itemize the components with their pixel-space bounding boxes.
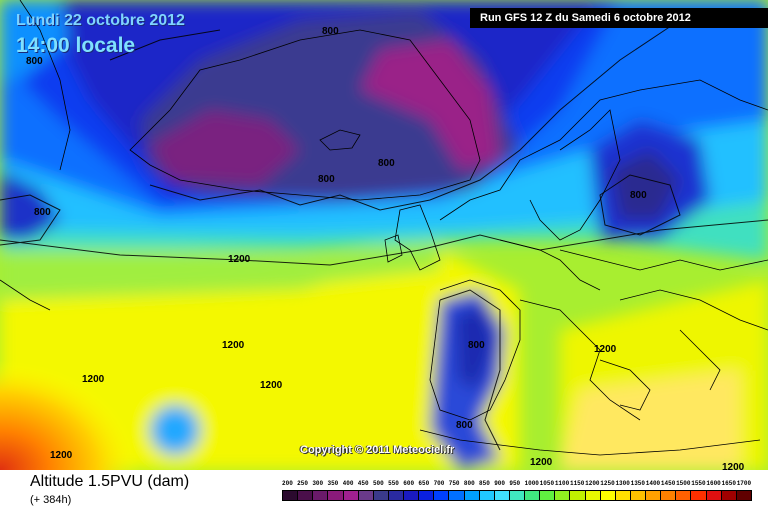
scale-swatch — [555, 491, 571, 500]
scale-swatch — [388, 491, 404, 500]
contour-lines — [0, 19, 768, 451]
scale-swatch — [661, 491, 677, 500]
contour-label: 800 — [322, 26, 339, 37]
map-canvas: 800 800 800 800 800 800 800 800 1200 120… — [0, 0, 768, 470]
contour-label: 1200 — [722, 462, 745, 470]
contour-label: 800 — [34, 207, 51, 218]
scale-swatch — [706, 491, 722, 500]
scale-swatch — [464, 491, 480, 500]
scale-tick-label: 1200 — [585, 480, 600, 487]
scale-swatch — [283, 491, 299, 500]
scale-swatch — [434, 491, 450, 500]
scale-swatch — [721, 491, 737, 500]
scale-swatch — [313, 491, 329, 500]
scale-tick-label: 250 — [297, 480, 308, 487]
scale-swatch — [615, 491, 631, 500]
scale-tick-label: 450 — [357, 480, 369, 487]
contour-label: 1200 — [594, 344, 617, 355]
parameter-title: Altitude 1.5PVU (dam) — [30, 473, 190, 490]
scale-tick-label: 1350 — [630, 480, 645, 487]
contour-label: 800 — [630, 190, 647, 201]
color-scale: 200 250 300 350 400 450 500 550 600 650 700 750 800 8… — [282, 480, 752, 510]
scale-tick-label: 1650 — [721, 480, 736, 487]
contour-label: 1200 — [50, 450, 73, 461]
scale-swatch — [419, 491, 435, 500]
scale-tick-label: 1400 — [645, 480, 661, 487]
scale-labels: 200 250 300 350 400 450 500 550 600 650 700 750 800 8… — [282, 480, 752, 487]
contour-label: 800 — [378, 158, 395, 169]
scale-tick-label: 750 — [448, 480, 460, 487]
contour-label: 1200 — [82, 374, 105, 385]
scale-swatch — [676, 491, 692, 500]
scale-swatch — [736, 491, 751, 500]
scale-swatch — [525, 491, 541, 500]
legend-footer: Altitude 1.5PVU (dam) (+ 384h) 200 250 300… — [0, 470, 768, 512]
run-info: Run GFS 12 Z du Samedi 6 octobre 2012 — [470, 8, 768, 28]
scale-tick-label: 200 — [282, 480, 293, 487]
scale-swatch — [373, 491, 389, 500]
contour-label: 1200 — [222, 340, 245, 351]
scale-tick-label: 600 — [403, 480, 415, 487]
scale-tick-label: 300 — [312, 480, 324, 487]
scale-tick-label: 1550 — [691, 480, 706, 487]
scale-bar — [282, 490, 752, 501]
scale-tick-label: 1050 — [539, 480, 555, 487]
contour-label: 800 — [26, 56, 43, 67]
scale-swatch — [449, 491, 465, 500]
pv-altitude-map: 800 800 800 800 800 800 800 800 1200 120… — [0, 0, 768, 470]
scale-tick-label: 500 — [372, 480, 384, 487]
copyright: Copyright © 2011 Meteociel.fr — [300, 444, 455, 456]
contour-labels: 800 800 800 800 800 800 800 800 1200 120… — [26, 26, 745, 470]
coastlines — [0, 0, 768, 456]
scale-swatch — [343, 491, 359, 500]
scale-swatch — [404, 491, 420, 500]
contour-label: 1200 — [260, 380, 283, 391]
scale-tick-label: 900 — [494, 480, 505, 487]
contour-label: 800 — [468, 340, 485, 351]
scale-swatch — [691, 491, 707, 500]
scale-tick-label: 850 — [479, 480, 490, 487]
scale-swatch — [358, 491, 374, 500]
contour-label: 1200 — [530, 457, 553, 468]
contour-label: 800 — [318, 174, 335, 185]
scale-tick-label: 1600 — [706, 480, 721, 487]
scale-tick-label: 650 — [418, 480, 430, 487]
scale-tick-label: 1500 — [676, 480, 691, 487]
scale-tick-label: 1300 — [615, 480, 630, 487]
scale-tick-label: 700 — [433, 480, 445, 487]
contour-label: 800 — [456, 420, 473, 431]
scale-swatch — [585, 491, 601, 500]
scale-swatch — [328, 491, 344, 500]
scale-swatch — [646, 491, 662, 500]
valid-time: 14:00 locale — [16, 34, 136, 57]
scale-tick-label: 950 — [509, 480, 521, 487]
scale-swatch — [540, 491, 556, 500]
scale-swatch — [600, 491, 616, 500]
scale-tick-label: 1100 — [554, 480, 570, 487]
scale-swatch — [630, 491, 646, 500]
scale-swatch — [494, 491, 510, 500]
scale-tick-label: 1150 — [569, 480, 585, 487]
scale-swatch — [479, 491, 495, 500]
scale-tick-label: 1250 — [600, 480, 615, 487]
scale-tick-label: 1450 — [660, 480, 676, 487]
scale-swatch — [570, 491, 586, 500]
scale-tick-label: 550 — [388, 480, 399, 487]
scale-tick-label: 400 — [342, 480, 354, 487]
contour-label: 1200 — [228, 254, 251, 265]
scale-tick-label: 1700 — [736, 480, 752, 487]
scale-tick-label: 350 — [327, 480, 339, 487]
scale-swatch — [509, 491, 525, 500]
scale-tick-label: 800 — [463, 480, 475, 487]
heat-corner — [0, 360, 140, 470]
scale-swatch — [298, 491, 314, 500]
field-shading — [0, 0, 768, 470]
scale-tick-label: 1000 — [524, 480, 539, 487]
lead-time: (+ 384h) — [30, 494, 72, 506]
valid-date: Lundi 22 octobre 2012 — [16, 12, 185, 29]
